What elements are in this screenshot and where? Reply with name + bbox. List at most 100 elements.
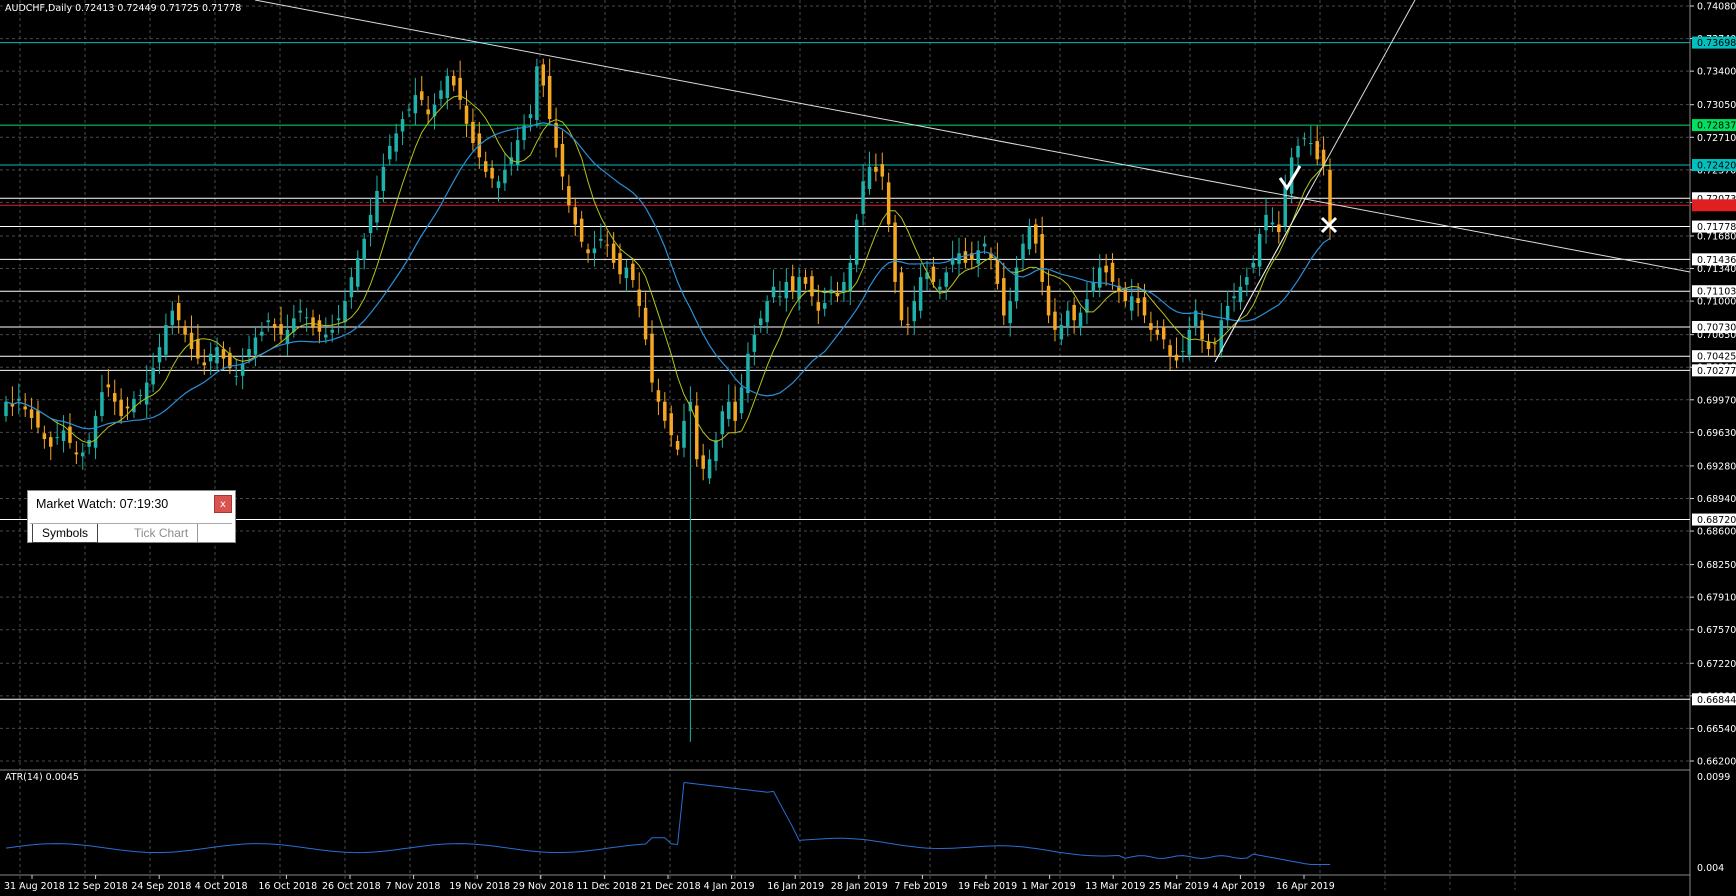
candle-body	[637, 289, 641, 306]
date-tick-label: 7 Nov 2018	[386, 881, 441, 892]
candle-body	[144, 382, 149, 405]
candle-body	[810, 276, 814, 297]
candle-body	[93, 416, 98, 448]
candle-body	[931, 266, 936, 282]
fast-ma-line	[5, 95, 1331, 444]
candle-body	[266, 320, 270, 323]
candle-body	[1110, 262, 1115, 282]
candle-body	[631, 263, 635, 281]
price-axis: 0.740800.737400.734000.730500.727100.723…	[1690, 2, 1736, 768]
price-tick-label: 0.67570	[1697, 625, 1736, 636]
candle-body	[324, 334, 328, 338]
tab-symbols[interactable]: Symbols	[32, 524, 99, 543]
level-price-box	[1692, 36, 1736, 49]
price-tick-label: 0.67910	[1697, 593, 1736, 604]
candle-body	[1193, 310, 1198, 327]
candle-body	[356, 257, 360, 287]
tab-tick-chart[interactable]: Tick Chart	[125, 524, 199, 542]
candle-body	[886, 182, 891, 225]
candle-body	[1072, 304, 1076, 321]
market-watch-window[interactable]: Market Watch: 07:19:30 x Symbols Tick Ch…	[27, 490, 236, 543]
candle-body	[483, 161, 488, 172]
candle-body	[176, 303, 181, 321]
candle-body	[426, 109, 430, 115]
candle-body	[535, 66, 539, 121]
candle-body	[1277, 224, 1281, 233]
candle-body	[343, 301, 347, 323]
candle-body	[970, 253, 974, 260]
price-tick-label: 0.66200	[1697, 757, 1736, 768]
candle-body	[55, 437, 59, 439]
candle-body	[17, 398, 21, 401]
level-price-label: 0.70730	[1697, 322, 1736, 333]
candle-body	[1034, 224, 1038, 244]
candle-body	[1117, 285, 1121, 292]
candle-body	[234, 375, 239, 377]
candle-body	[464, 105, 469, 124]
candle-body	[10, 403, 15, 407]
candle-body	[317, 320, 322, 332]
candle-body	[394, 133, 398, 152]
date-tick-label: 21 Dec 2018	[640, 881, 701, 892]
candle-body	[720, 411, 725, 435]
candle-body	[727, 401, 731, 419]
close-button[interactable]: x	[214, 495, 232, 513]
candle-body	[1289, 157, 1294, 194]
candle-body	[451, 75, 456, 86]
date-tick-label: 16 Oct 2018	[258, 881, 317, 892]
candle-body	[119, 399, 123, 417]
candle-body	[106, 384, 111, 388]
candle-body	[29, 409, 34, 418]
level-price-box	[1692, 320, 1736, 333]
candle-body	[503, 169, 507, 184]
candle-body	[848, 262, 853, 292]
candle-body	[1219, 320, 1224, 352]
horizontal-levels	[0, 42, 1690, 700]
candle-body	[279, 324, 283, 335]
candle-body	[349, 277, 354, 298]
candle-body	[432, 104, 437, 117]
candle-body	[912, 301, 917, 322]
candle-body	[643, 307, 648, 340]
candle-body	[125, 406, 130, 409]
candle-body	[669, 413, 673, 436]
candle-body	[573, 207, 578, 225]
atr-line	[5, 781, 1330, 865]
candle-body	[515, 140, 520, 166]
price-tick-label: 0.68250	[1697, 560, 1736, 571]
candle-body	[1142, 297, 1147, 316]
candle-body	[368, 214, 373, 234]
price-tick-label: 0.69280	[1697, 461, 1736, 472]
price-tick-label: 0.70650	[1697, 330, 1736, 341]
candle-body	[170, 310, 175, 326]
candle-body	[362, 238, 366, 260]
candle-body	[1238, 286, 1243, 303]
candle-body	[221, 349, 226, 359]
date-tick-label: 12 Sep 2018	[68, 881, 128, 892]
price-tick-label: 0.71000	[1697, 297, 1736, 308]
candle-body	[854, 219, 859, 265]
candle-body	[1046, 285, 1051, 316]
price-tick-label: 0.69970	[1697, 395, 1736, 406]
check-icon	[1278, 165, 1302, 191]
date-tick-label: 24 Sep 2018	[131, 881, 191, 892]
date-tick-label: 13 Mar 2019	[1085, 881, 1145, 892]
candle-body	[1296, 145, 1300, 158]
candle-body	[247, 349, 251, 356]
candle-body	[1315, 141, 1319, 160]
candle-body	[1321, 149, 1326, 167]
price-tick-label: 0.74080	[1697, 2, 1736, 13]
candle-body	[758, 318, 763, 326]
candle-body	[100, 392, 104, 417]
candle-body	[925, 272, 929, 280]
candle-body	[822, 303, 827, 309]
price-tick-label: 0.72710	[1697, 133, 1736, 144]
market-watch-tabs: Symbols Tick Chart	[30, 523, 232, 543]
candle-body	[803, 277, 808, 284]
candle-body	[298, 310, 302, 313]
candle-body	[1161, 326, 1166, 340]
candle-body	[1008, 301, 1012, 324]
candle-body	[650, 333, 654, 383]
price-tick-label: 0.66540	[1697, 724, 1736, 735]
